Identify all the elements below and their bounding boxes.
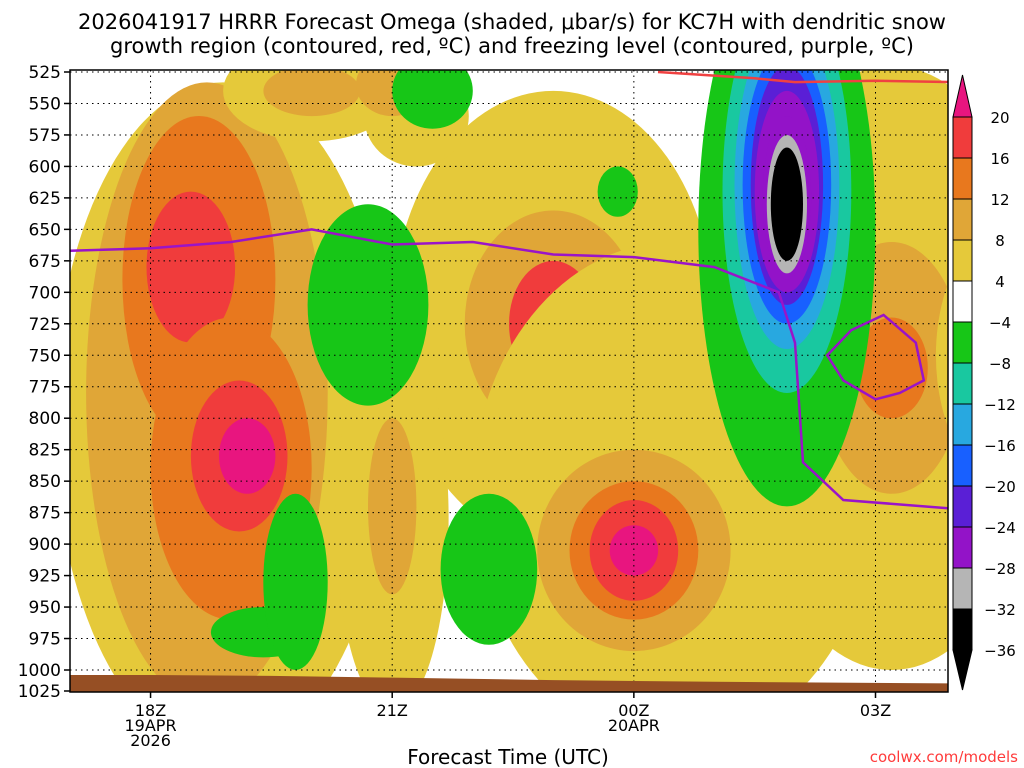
colorbar-top-arrow: [952, 74, 973, 118]
terrain-area: [70, 675, 948, 692]
omega-region-19: [855, 317, 928, 419]
colorbar-label-7: −12: [984, 396, 1016, 414]
colorbar-swatch-3: [952, 239, 973, 282]
y-tick-label-525: 525: [29, 63, 61, 83]
colorbar-label-11: −28: [984, 560, 1016, 578]
colorbar-label-3: 8: [995, 232, 1005, 250]
freezing-level-loop: [825, 313, 926, 401]
omega-region-38: [307, 204, 429, 406]
y-tick-label-950: 950: [29, 598, 61, 618]
colorbar-label-8: −16: [984, 437, 1016, 455]
omega-region-21: [368, 418, 417, 595]
y-axis: 525 550 575 600 625 650 675 700 725 750 775 800 825 8…: [18, 63, 70, 702]
y-tick-label-675: 675: [29, 252, 61, 272]
colorbar-label-12: −32: [984, 601, 1016, 619]
y-tick-label-900: 900: [29, 535, 61, 555]
colorbar-swatch-7: [952, 403, 973, 446]
y-tick-label-925: 925: [29, 567, 61, 587]
omega-region-40: [440, 493, 538, 645]
colorbar-swatch-11: [952, 567, 973, 610]
dendritic-growth-contour: [657, 70, 948, 84]
colorbar-label-13: −36: [984, 642, 1016, 660]
y-tick-label-550: 550: [29, 94, 61, 114]
colorbar: 20 16 12 8 4 −4 −8 −12 −16 −20 −24 −28 −32 −36: [952, 74, 1016, 691]
y-tick-label-850: 850: [29, 472, 61, 492]
x-tick-label-19APR: 19APR: [125, 716, 177, 735]
y-tick-label-875: 875: [29, 504, 61, 524]
y-tick-label-825: 825: [29, 441, 61, 461]
colorbar-swatch-6: [952, 362, 973, 405]
x-tick-label-18Z: 18Z: [135, 701, 166, 720]
omega-region-3: [146, 191, 236, 343]
y-tick-label-575: 575: [29, 126, 61, 146]
colorbar-label-2: 12: [990, 191, 1009, 209]
y-tick-label-700: 700: [29, 283, 61, 303]
y-tick-label-650: 650: [29, 220, 61, 240]
colorbar-swatch-8: [952, 444, 973, 487]
omega-shading: [70, 70, 948, 692]
x-tick-label-21Z: 21Z: [377, 701, 408, 720]
plot-frame: [69, 69, 949, 693]
y-tick-label-1025: 1025: [18, 682, 61, 702]
omega-region-39: [597, 166, 638, 217]
colorbar-swatch-4: [952, 280, 973, 323]
plot-area: 0: [70, 70, 948, 692]
y-tick-label-775: 775: [29, 378, 61, 398]
omega-region-48: [392, 70, 473, 129]
colorbar-swatch-9: [952, 485, 973, 528]
colorbar-swatch-12: [952, 608, 973, 651]
y-tick-label-800: 800: [29, 409, 61, 429]
freezing-level-contour: [70, 228, 948, 510]
omega-region-8: [263, 70, 360, 117]
y-tick-label-975: 975: [29, 630, 61, 650]
omega-region-37: [770, 147, 804, 261]
chart-title-line1: 2026041917 HRRR Forecast Omega (shaded, …: [78, 10, 946, 34]
colorbar-bottom-arrow: [952, 649, 973, 691]
colorbar-label-5: −4: [989, 314, 1011, 332]
colorbar-label-6: −8: [989, 355, 1011, 373]
colorbar-swatch-2: [952, 198, 973, 241]
omega-region-42: [263, 493, 328, 670]
x-tick-label-2026: 2026: [130, 731, 171, 750]
chart-title-line2: growth region (contoured, red, ºC) and f…: [110, 34, 914, 58]
x-tick-label-03Z: 03Z: [860, 701, 891, 720]
x-tick-label-00Z: 00Z: [618, 701, 649, 720]
y-tick-label-750: 750: [29, 346, 61, 366]
colorbar-swatch-5: [952, 321, 973, 364]
colorbar-label-9: −20: [984, 478, 1016, 496]
colorbar-label-0: 20: [990, 109, 1009, 127]
y-tick-label-600: 600: [29, 157, 61, 177]
colorbar-swatch-10: [952, 526, 973, 569]
x-tick-label-20APR: 20APR: [608, 716, 660, 735]
omega-region-6: [219, 418, 276, 494]
colorbar-label-1: 16: [990, 150, 1009, 168]
omega-region-16: [609, 525, 659, 576]
y-tick-label-625: 625: [29, 189, 61, 209]
y-tick-label-725: 725: [29, 315, 61, 335]
colorbar-swatch-1: [952, 157, 973, 200]
y-tick-label-1000: 1000: [18, 661, 61, 681]
watermark: coolwx.com/models: [870, 748, 1018, 766]
colorbar-label-4: 4: [995, 273, 1005, 291]
x-axis-title: Forecast Time (UTC): [407, 745, 609, 768]
colorbar-label-10: −24: [984, 519, 1016, 537]
colorbar-swatch-0: [952, 116, 973, 159]
omega-region-22: [935, 283, 948, 428]
